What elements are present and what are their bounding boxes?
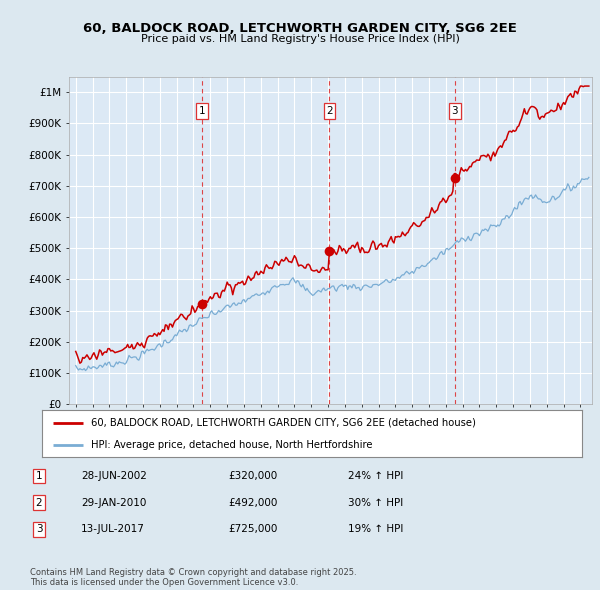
Text: 3: 3 bbox=[35, 525, 43, 534]
Text: HPI: Average price, detached house, North Hertfordshire: HPI: Average price, detached house, Nort… bbox=[91, 440, 372, 450]
Text: 2: 2 bbox=[326, 106, 333, 116]
Text: Price paid vs. HM Land Registry's House Price Index (HPI): Price paid vs. HM Land Registry's House … bbox=[140, 34, 460, 44]
Text: £725,000: £725,000 bbox=[228, 525, 277, 534]
Text: 13-JUL-2017: 13-JUL-2017 bbox=[81, 525, 145, 534]
Text: 60, BALDOCK ROAD, LETCHWORTH GARDEN CITY, SG6 2EE: 60, BALDOCK ROAD, LETCHWORTH GARDEN CITY… bbox=[83, 22, 517, 35]
Text: Contains HM Land Registry data © Crown copyright and database right 2025.
This d: Contains HM Land Registry data © Crown c… bbox=[30, 568, 356, 587]
Text: 3: 3 bbox=[452, 106, 458, 116]
Text: 28-JUN-2002: 28-JUN-2002 bbox=[81, 471, 147, 481]
Text: £492,000: £492,000 bbox=[228, 498, 277, 507]
Text: 60, BALDOCK ROAD, LETCHWORTH GARDEN CITY, SG6 2EE (detached house): 60, BALDOCK ROAD, LETCHWORTH GARDEN CITY… bbox=[91, 418, 475, 428]
Text: 1: 1 bbox=[35, 471, 43, 481]
Text: 2: 2 bbox=[35, 498, 43, 507]
Text: £320,000: £320,000 bbox=[228, 471, 277, 481]
Text: 24% ↑ HPI: 24% ↑ HPI bbox=[348, 471, 403, 481]
Text: 29-JAN-2010: 29-JAN-2010 bbox=[81, 498, 146, 507]
Text: 19% ↑ HPI: 19% ↑ HPI bbox=[348, 525, 403, 534]
Text: 1: 1 bbox=[199, 106, 205, 116]
Text: 30% ↑ HPI: 30% ↑ HPI bbox=[348, 498, 403, 507]
